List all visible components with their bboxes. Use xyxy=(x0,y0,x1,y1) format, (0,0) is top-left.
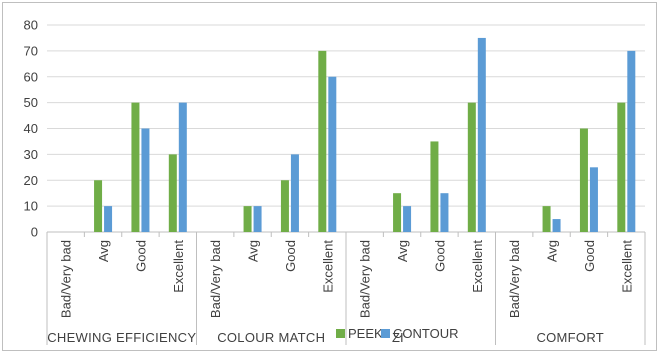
y-tick-label: 0 xyxy=(31,225,38,240)
y-tick-label: 50 xyxy=(24,95,38,110)
category-label: Excellent xyxy=(619,240,634,293)
bar-contour[interactable] xyxy=(440,193,449,232)
bar-contour[interactable] xyxy=(178,102,187,232)
category-label: Excellent xyxy=(171,240,186,293)
group-label: COLOUR MATCH xyxy=(217,330,325,345)
bar-peek[interactable] xyxy=(467,102,476,232)
bar-contour[interactable] xyxy=(627,50,636,232)
category-label: Good xyxy=(283,240,298,272)
category-label: Avg xyxy=(96,240,111,262)
y-tick-label: 60 xyxy=(24,69,38,84)
bar-peek[interactable] xyxy=(617,102,626,232)
bar-contour[interactable] xyxy=(141,128,150,233)
category-label: Good xyxy=(432,240,447,272)
legend-swatch-peek xyxy=(336,329,345,338)
bar-contour[interactable] xyxy=(328,76,337,232)
category-label: Excellent xyxy=(320,240,335,293)
category-label: Good xyxy=(582,240,597,272)
group-label-fragment: ZI xyxy=(392,330,404,345)
category-label: Excellent xyxy=(470,240,485,293)
category-label: Avg xyxy=(246,240,261,262)
y-tick-label: 20 xyxy=(24,173,38,188)
group-label: CHEWING EFFICIENCY xyxy=(47,330,196,345)
bar-contour[interactable] xyxy=(104,206,113,232)
bar-peek[interactable] xyxy=(579,128,588,233)
category-label: Good xyxy=(133,240,148,272)
bar-contour[interactable] xyxy=(477,37,486,232)
bar-contour[interactable] xyxy=(403,206,412,232)
category-label: Avg xyxy=(395,240,410,262)
bar-peek[interactable] xyxy=(280,180,289,232)
bar-contour[interactable] xyxy=(589,167,598,232)
category-label: Bad/Very bad xyxy=(59,240,74,318)
category-label: Bad/Very bad xyxy=(358,240,373,318)
legend-swatch-contour xyxy=(381,329,390,338)
legend-label-contour: CONTOUR xyxy=(393,326,458,341)
legend-label-peek: PEEK xyxy=(348,326,383,341)
y-tick-label: 10 xyxy=(24,199,38,214)
bar-peek[interactable] xyxy=(94,180,103,232)
category-label: Bad/Very bad xyxy=(208,240,223,318)
category-label: Avg xyxy=(545,240,560,262)
y-tick-label: 40 xyxy=(24,121,38,136)
bar-peek[interactable] xyxy=(168,154,177,232)
bar-contour[interactable] xyxy=(552,219,561,232)
bar-peek[interactable] xyxy=(243,206,252,232)
bar-contour[interactable] xyxy=(290,154,299,232)
bar-peek[interactable] xyxy=(318,50,327,232)
bar-peek[interactable] xyxy=(430,141,439,232)
bar-peek[interactable] xyxy=(542,206,551,232)
bar-peek[interactable] xyxy=(131,102,140,232)
y-tick-label: 70 xyxy=(24,43,38,58)
y-tick-label: 80 xyxy=(24,18,38,33)
bar-peek[interactable] xyxy=(393,193,402,232)
group-label: COMFORT xyxy=(536,330,604,345)
category-label: Bad/Very bad xyxy=(507,240,522,318)
bar-contour[interactable] xyxy=(253,206,262,232)
y-tick-label: 30 xyxy=(24,147,38,162)
